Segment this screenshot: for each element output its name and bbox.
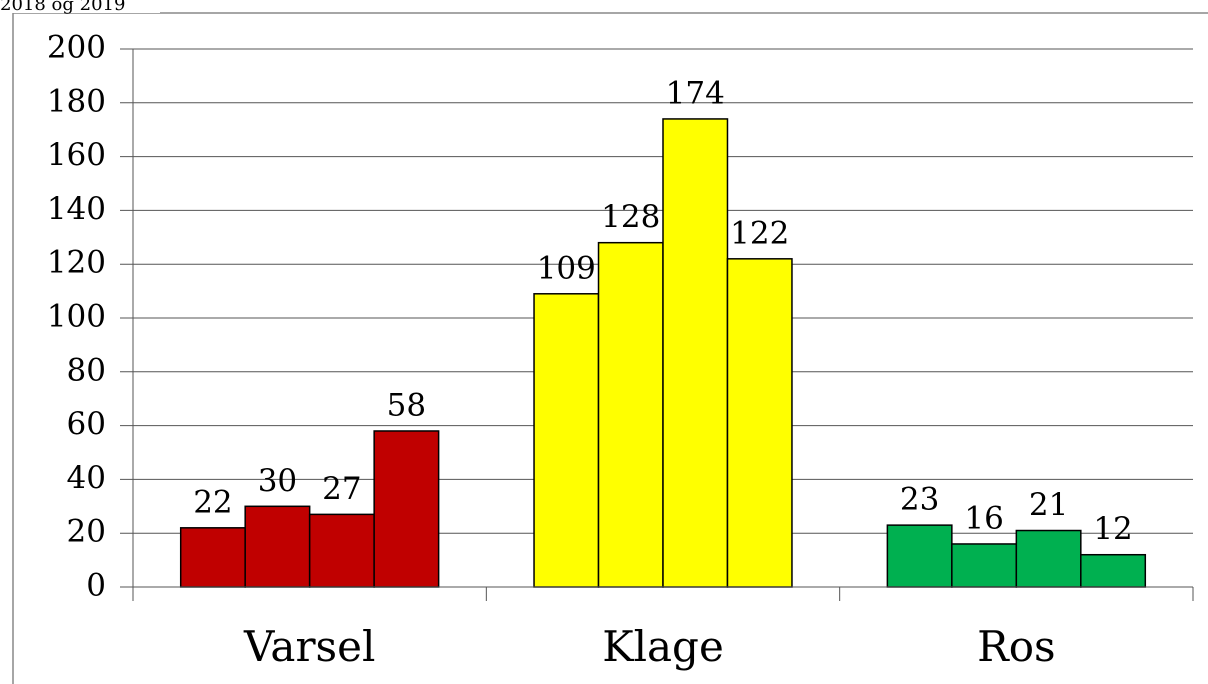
value-label: 109 xyxy=(537,250,596,286)
value-label: 22 xyxy=(193,484,232,520)
bar xyxy=(886,524,953,588)
value-label: 12 xyxy=(1093,511,1132,547)
bar xyxy=(1015,529,1082,588)
chart-subtitle: 2018 og 2019 xyxy=(0,0,125,15)
y-tick-label: 80 xyxy=(67,352,106,388)
bar xyxy=(662,118,729,588)
bar xyxy=(951,543,1018,588)
value-label: 16 xyxy=(964,500,1003,536)
y-tick-label: 20 xyxy=(67,514,106,550)
y-tick-label: 100 xyxy=(47,299,106,335)
value-label: 21 xyxy=(1029,487,1068,523)
x-tick-label: Klage xyxy=(602,622,724,671)
bar xyxy=(244,505,311,588)
value-label: 128 xyxy=(601,199,660,235)
bar xyxy=(597,241,664,588)
value-label: 23 xyxy=(900,482,939,518)
x-tick-label: Varsel xyxy=(243,622,375,671)
bar xyxy=(373,430,440,588)
bar xyxy=(1080,553,1147,588)
y-tick-label: 0 xyxy=(86,568,106,604)
y-tick-label: 40 xyxy=(67,460,106,496)
y-tick-label: 140 xyxy=(47,191,106,227)
value-label: 58 xyxy=(387,387,426,423)
y-tick-label: 60 xyxy=(67,406,106,442)
x-tick-label: Ros xyxy=(977,622,1055,671)
value-label: 30 xyxy=(258,463,297,499)
bar xyxy=(179,527,246,588)
value-label: 122 xyxy=(730,215,789,251)
chart-frame xyxy=(12,12,1208,684)
bar xyxy=(533,293,600,588)
bar xyxy=(726,258,793,588)
subtitle-background xyxy=(0,0,160,13)
y-tick-label: 180 xyxy=(47,83,106,119)
value-label: 27 xyxy=(322,471,361,507)
y-tick-label: 120 xyxy=(47,245,106,281)
y-tick-label: 200 xyxy=(47,30,106,66)
y-tick-label: 160 xyxy=(47,137,106,173)
bar xyxy=(308,513,375,588)
value-label: 174 xyxy=(666,75,725,111)
